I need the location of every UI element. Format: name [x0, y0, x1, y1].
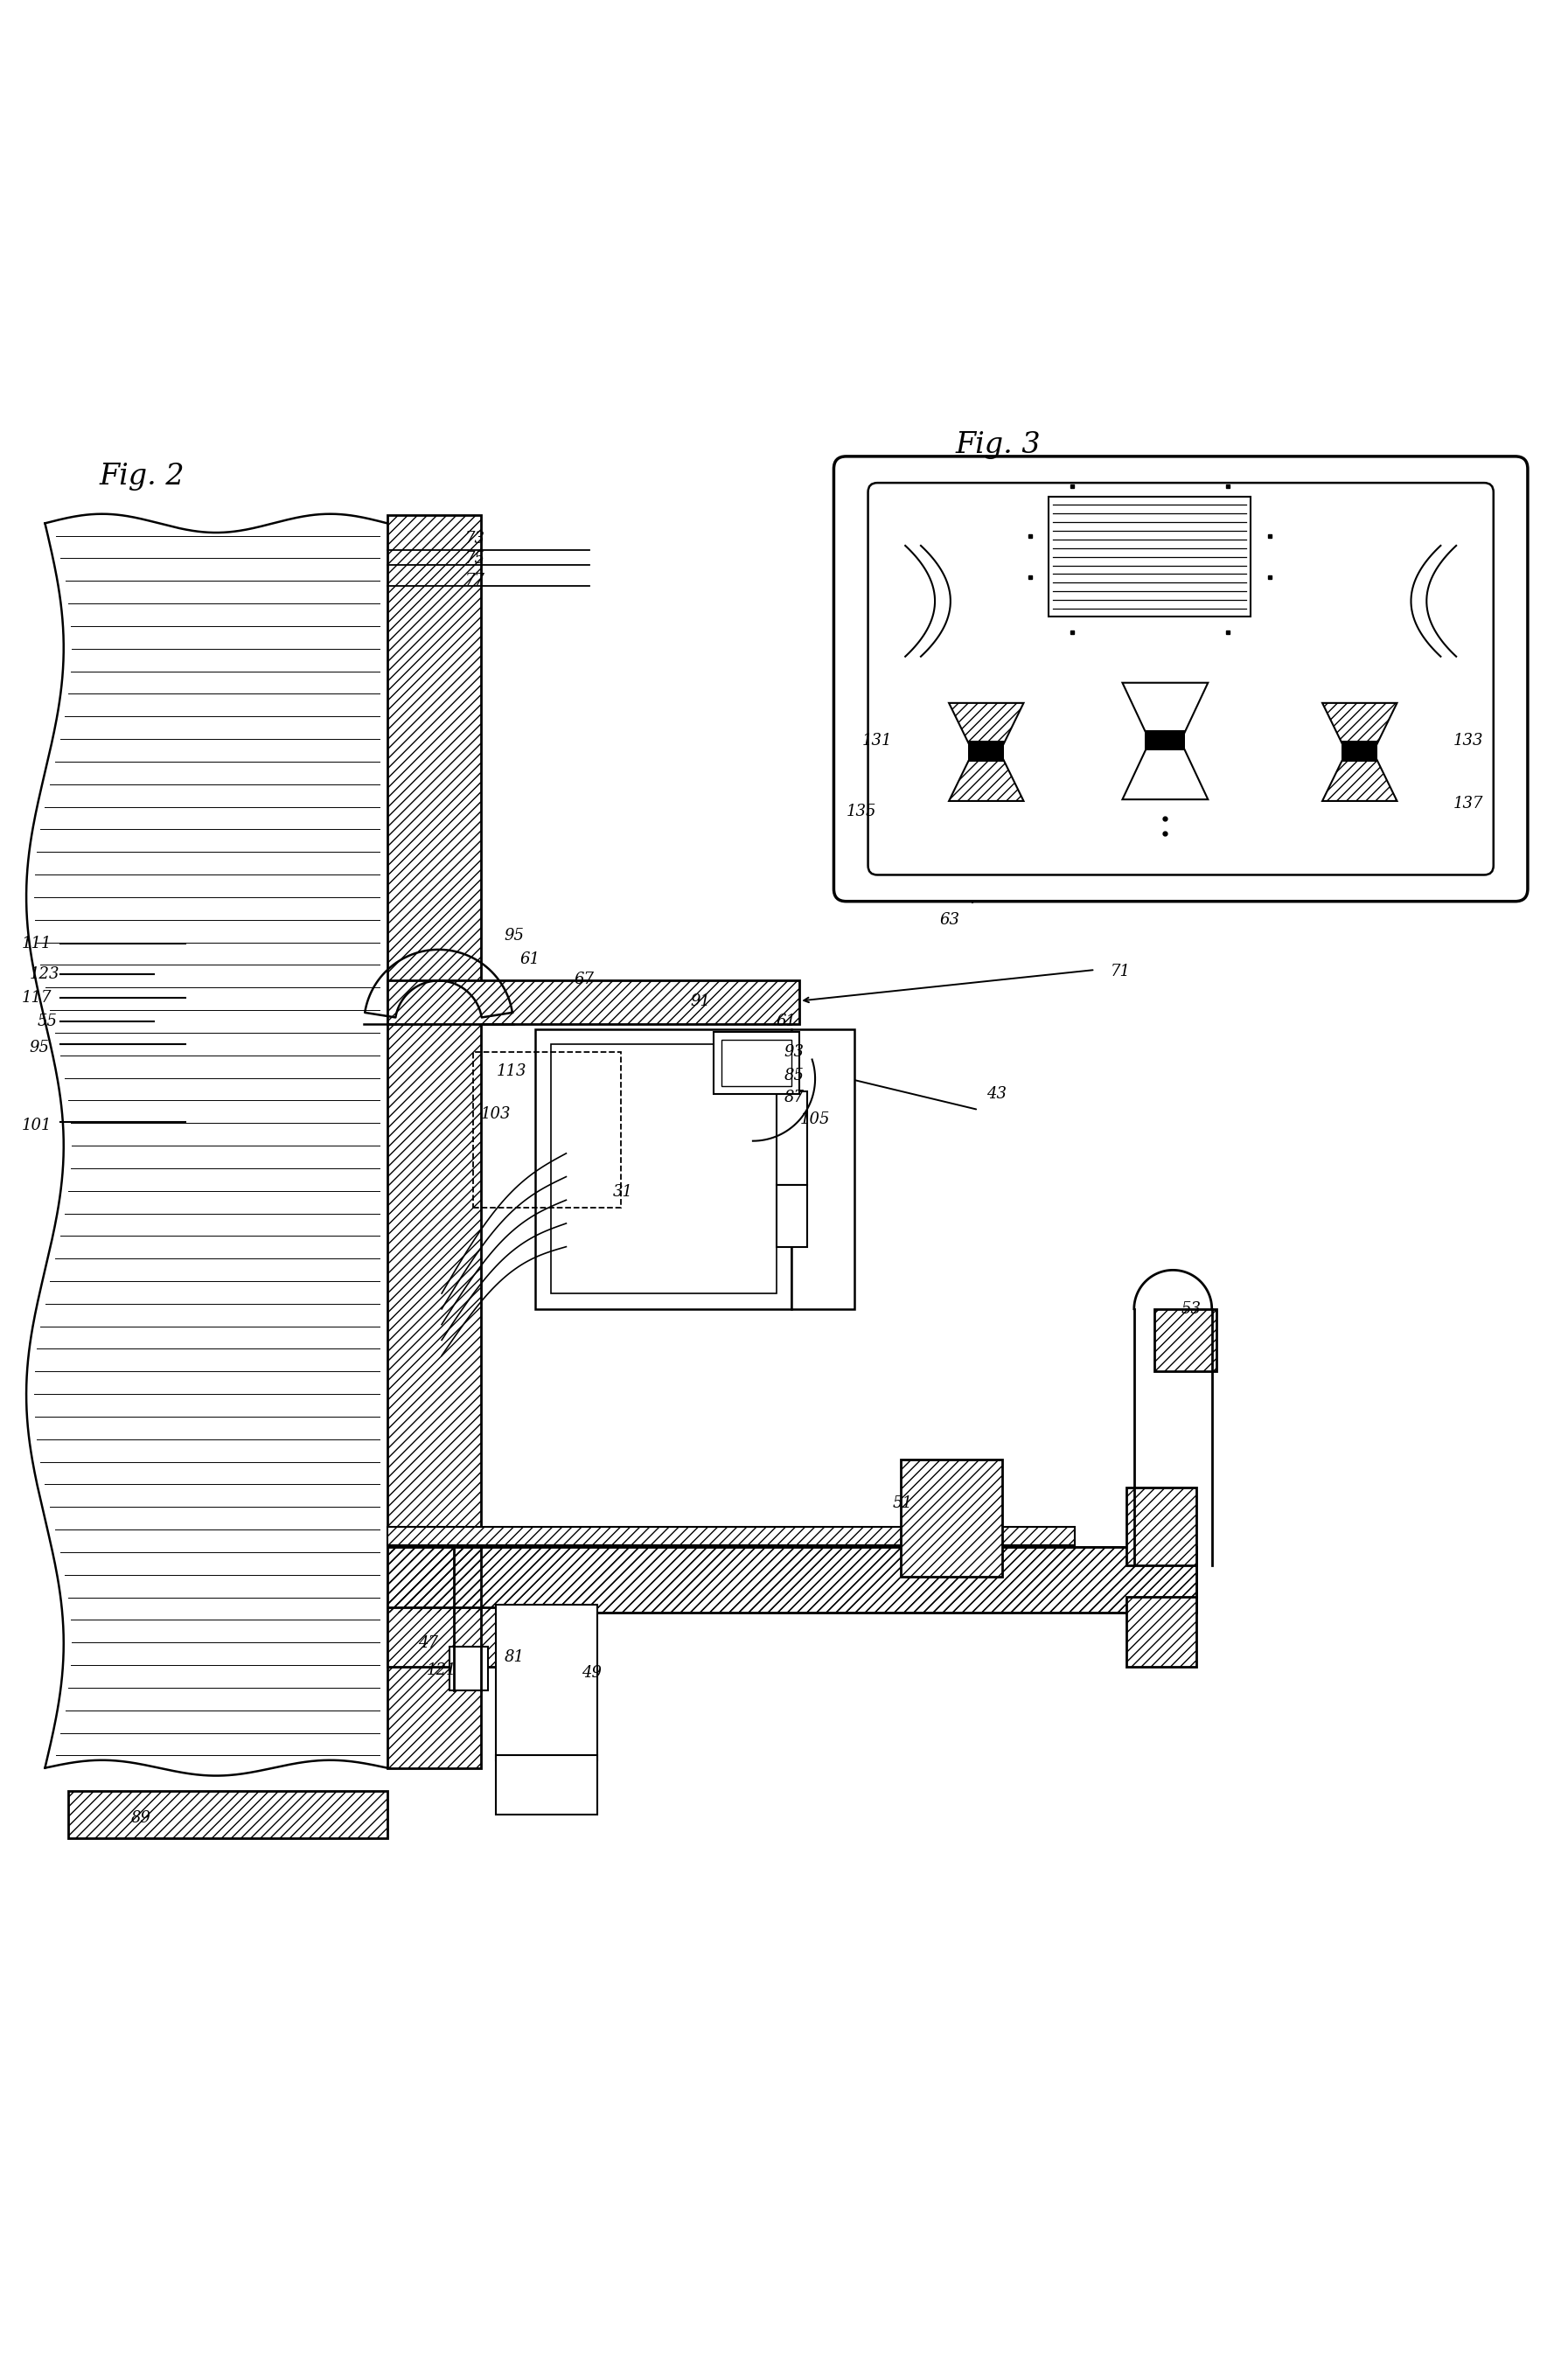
Text: 51: 51 [892, 1495, 913, 1511]
Bar [387, 1609, 527, 1668]
Bar [387, 1526, 1076, 1545]
Text: 43: 43 [986, 1087, 1007, 1102]
Bar [495, 1604, 597, 1760]
Text: 67: 67 [574, 971, 594, 988]
Text: 131: 131 [862, 734, 892, 749]
Bar [900, 1459, 1002, 1575]
Text: 53: 53 [1181, 1301, 1201, 1317]
Text: 87: 87 [784, 1090, 804, 1106]
Polygon shape [1123, 741, 1207, 798]
Bar [387, 1547, 1196, 1613]
Text: 133: 133 [1454, 734, 1483, 749]
Text: 113: 113 [495, 1064, 527, 1078]
Bar [474, 1052, 621, 1208]
Bar [776, 1184, 808, 1246]
Bar [1126, 1488, 1196, 1566]
Bar [1126, 1488, 1196, 1566]
Text: 101: 101 [22, 1118, 52, 1132]
Text: 77: 77 [466, 573, 485, 590]
Text: 137: 137 [1454, 796, 1483, 810]
Bar [721, 1040, 792, 1087]
Bar [387, 1547, 1196, 1613]
Bar [900, 1459, 1002, 1575]
Bar [450, 1646, 488, 1689]
Text: 91: 91 [690, 993, 710, 1009]
Bar [535, 1028, 792, 1310]
Bar [387, 516, 481, 1767]
Text: 63: 63 [939, 912, 960, 929]
Text: 85: 85 [784, 1068, 804, 1083]
Bar [967, 741, 1005, 760]
Bar [69, 1791, 387, 1838]
Text: 93: 93 [784, 1045, 804, 1059]
Bar [1049, 497, 1251, 616]
Bar [69, 1791, 387, 1838]
Text: 49: 49 [582, 1665, 602, 1682]
Bar [792, 1028, 855, 1310]
Text: 75: 75 [466, 552, 485, 566]
FancyBboxPatch shape [834, 457, 1527, 900]
Text: 81: 81 [503, 1649, 524, 1665]
Text: 71: 71 [1110, 964, 1131, 978]
Bar [1154, 1310, 1217, 1372]
Polygon shape [1123, 682, 1207, 741]
Polygon shape [1322, 704, 1397, 751]
Polygon shape [1322, 751, 1397, 801]
Bar [495, 1755, 597, 1815]
Bar [387, 1526, 1076, 1545]
Bar [387, 1609, 527, 1668]
Text: 89: 89 [130, 1810, 151, 1826]
Text: 103: 103 [481, 1106, 511, 1123]
Text: Fig. 2: Fig. 2 [99, 462, 185, 490]
Text: 55: 55 [38, 1014, 58, 1028]
Text: 61: 61 [776, 1014, 797, 1028]
Polygon shape [949, 704, 1024, 751]
Bar [387, 981, 800, 1023]
Text: 47: 47 [419, 1635, 439, 1651]
Text: 95: 95 [503, 929, 524, 943]
Polygon shape [949, 751, 1024, 801]
Text: 61: 61 [519, 950, 539, 967]
Bar [1126, 1597, 1196, 1668]
Text: 135: 135 [847, 803, 877, 820]
Bar [387, 1547, 1196, 1613]
Bar [387, 1547, 1196, 1613]
Bar [1154, 1310, 1217, 1372]
Bar [1126, 1597, 1196, 1668]
Text: 73: 73 [466, 531, 485, 547]
Text: 117: 117 [22, 990, 52, 1007]
Bar [387, 981, 800, 1023]
Bar [1342, 741, 1378, 760]
Bar [387, 516, 481, 1767]
Text: 31: 31 [613, 1184, 633, 1201]
Text: Fig. 3: Fig. 3 [955, 431, 1041, 460]
Text: 105: 105 [800, 1111, 829, 1128]
Bar [550, 1045, 776, 1293]
Bar [776, 1092, 808, 1184]
Text: 95: 95 [30, 1040, 50, 1057]
FancyBboxPatch shape [869, 483, 1493, 874]
Bar [713, 1033, 800, 1094]
Text: 123: 123 [30, 967, 60, 983]
Text: 111: 111 [22, 936, 52, 952]
Bar [1145, 730, 1185, 751]
Text: 121: 121 [426, 1663, 456, 1677]
